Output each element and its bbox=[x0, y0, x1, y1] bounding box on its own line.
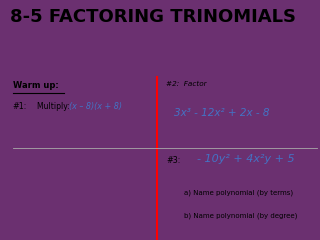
Text: 3x³ - 12x² + 2x - 8: 3x³ - 12x² + 2x - 8 bbox=[174, 108, 270, 119]
Text: - 10y² + 4x²y + 5: - 10y² + 4x²y + 5 bbox=[197, 154, 294, 164]
Text: Please work on the following problems on your notes: Please work on the following problems on… bbox=[13, 42, 205, 48]
Text: #1:: #1: bbox=[13, 102, 27, 111]
Text: a) Name polynomial (by terms): a) Name polynomial (by terms) bbox=[184, 190, 293, 196]
Text: b) Name polynomial (by degree): b) Name polynomial (by degree) bbox=[184, 213, 297, 219]
Text: Warm up:: Warm up: bbox=[13, 81, 59, 90]
Text: (x – 8)(x + 8): (x – 8)(x + 8) bbox=[69, 102, 122, 111]
Text: #3:: #3: bbox=[166, 156, 181, 166]
Text: Multiply:: Multiply: bbox=[37, 102, 72, 111]
Text: (start before the bell rings):: (start before the bell rings): bbox=[13, 58, 114, 65]
Text: 8-5 FACTORING TRINOMIALS: 8-5 FACTORING TRINOMIALS bbox=[10, 8, 296, 26]
Text: #2:  Factor: #2: Factor bbox=[166, 81, 207, 87]
